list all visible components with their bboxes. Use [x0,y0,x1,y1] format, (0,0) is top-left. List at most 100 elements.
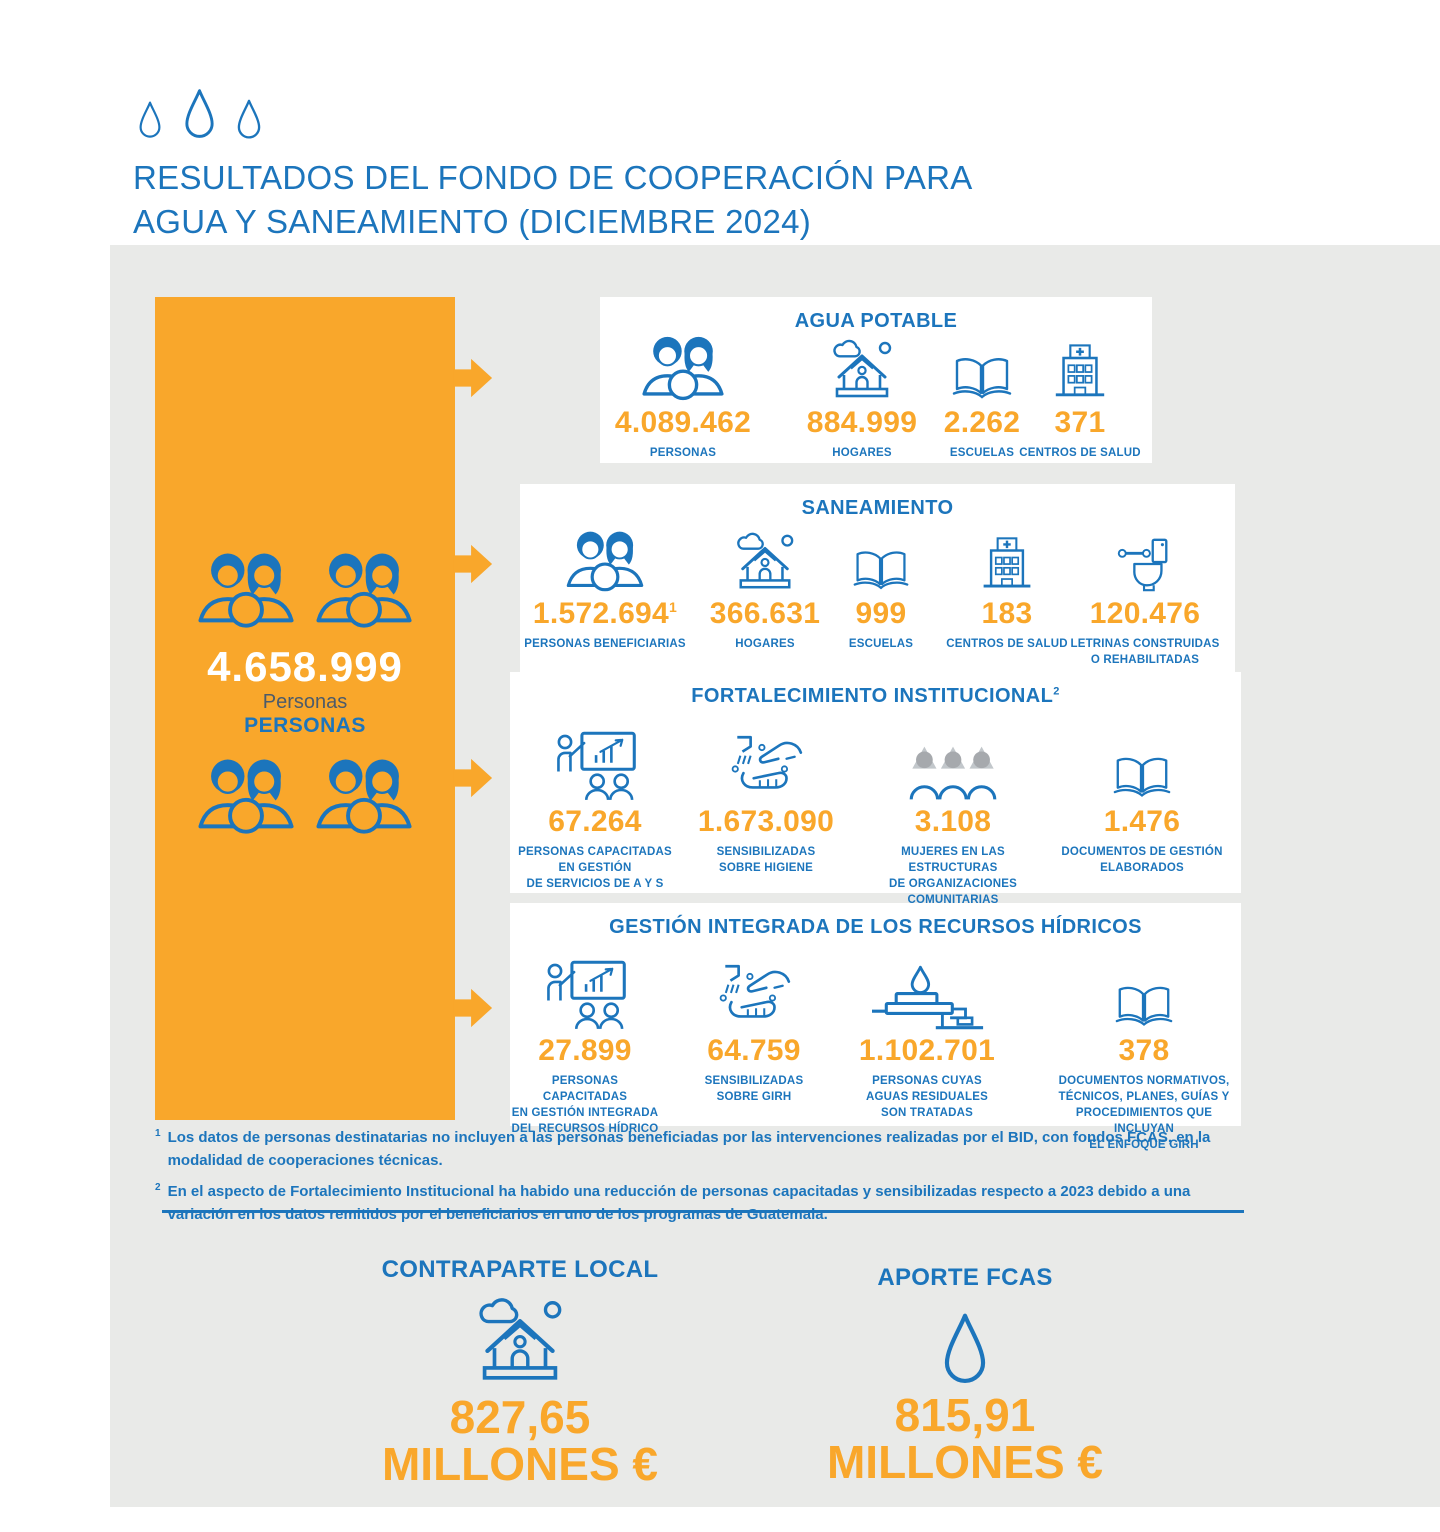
footnote-ref: 2 [1053,685,1060,698]
panel-saneamiento: SANEAMIENTO 1.572.6941 PERSONAS BENEFICI… [520,484,1235,676]
stat-value: 2.262 [943,406,1021,439]
stat-label: PERSONAS CUYAS AGUAS RESIDUALES SON TRAT… [865,1075,989,1120]
stat-value: 120.476 [1089,597,1201,630]
stat-label: SENSIBILIZADAS SOBRE GIRH [704,1075,804,1104]
stat-value: 3.108 [914,805,992,838]
beneficiaries-panel: 4.658.999 Personas PERSONAS [155,297,455,1120]
handwash-icon [679,947,829,1031]
house-icon [690,528,840,594]
footnote-marker: 2 [155,1182,161,1193]
page-title-line2: AGUA Y SANEAMIENTO (DICIEMBRE 2024) [133,202,812,240]
stat-item: 183 CENTROS DE SALUD [932,528,1082,652]
beneficiaries-icons-row-bottom [155,755,455,837]
stat-value: 366.631 [709,597,821,630]
stat-item: 2.262 ESCUELAS [922,337,1042,461]
panel-title: SANEAMIENTO [801,497,954,519]
treatment-plant-icon [837,947,1017,1031]
stat-value: 999 [855,597,907,630]
stat-value: 378 [1118,1034,1170,1067]
stat-label: PERSONAS [649,447,717,459]
family-icon [520,528,690,594]
stat-item: 1.572.6941 PERSONAS BENEFICIARIAS [520,528,690,652]
stat-item: 64.759 SENSIBILIZADAS SOBRE GIRH [679,947,829,1105]
women-group-icon [858,718,1048,802]
stat-label: MUJERES EN LAS ESTRUCTURAS DE ORGANIZACI… [889,846,1017,907]
stat-value: 1.102.701 [858,1034,996,1067]
panel-gestion-integrada: GESTIÓN INTEGRADA DE LOS RECURSOS HÍDRIC… [510,903,1241,1151]
trainer-icon [510,947,660,1031]
house-icon [370,1288,670,1388]
total-persons-sublabel: Personas [262,691,348,713]
family-group-icon [194,549,298,631]
stat-item: 884.999 HOGARES [787,337,937,461]
health-center-icon [1010,337,1150,403]
panel-title: FORTALECIMIENTO INSTITUCIONAL2 [691,685,1060,707]
stat-value: 1.476 [1103,805,1181,838]
stat-value: 67.264 [548,805,642,838]
open-book-icon [1056,718,1228,802]
stat-value: 183 [981,597,1033,630]
funding-title: APORTE FCAS [877,1264,1053,1291]
funding-contraparte-local: CONTRAPARTE LOCAL 827,65 MILLONES € [370,1256,670,1488]
toilet-icon [1056,528,1234,594]
footnotes: 1 Los datos de personas destinatarias no… [155,1127,1255,1235]
water-drop-icon [815,1300,1115,1386]
page-title: RESULTADOS DEL FONDO DE COOPERACIÓN PARA… [133,156,1133,243]
open-book-icon [826,528,936,594]
footnote-marker: 1 [155,1128,161,1139]
footnote-ref: 1 [669,599,678,615]
stat-label: HOGARES [735,638,795,650]
stat-item: 371 CENTROS DE SALUD [1010,337,1150,461]
funding-value: 815,91 [894,1389,1036,1441]
funding-unit: MILLONES € [381,1437,659,1490]
page-title-line1: RESULTADOS DEL FONDO DE COOPERACIÓN PARA [133,159,973,196]
stat-item: 999 ESCUELAS [826,528,936,652]
stat-label: DOCUMENTOS NORMATIVOS, TÉCNICOS, PLANES,… [1058,1075,1230,1152]
stat-label: DOCUMENTOS DE GESTIÓN ELABORADOS [1061,846,1223,875]
stat-value: 371 [1054,406,1106,439]
funding-title: CONTRAPARTE LOCAL [381,1256,659,1283]
stat-label: PERSONAS CAPACITADAS EN GESTIÓN INTEGRAD… [511,1075,659,1136]
stat-label: ESCUELAS [949,447,1015,459]
divider [162,1210,1244,1213]
total-persons-value: 4.658.999 [207,643,403,690]
stat-value: 1.572.6941 [532,597,678,630]
trainer-icon [510,718,680,802]
stat-label: LETRINAS CONSTRUIDAS O REHABILITADAS [1070,638,1220,667]
footnote-2: 2 En el aspecto de Fortalecimiento Insti… [155,1181,1255,1226]
arrow-right-icon [453,543,493,585]
panel-title: GESTIÓN INTEGRADA DE LOS RECURSOS HÍDRIC… [609,916,1142,938]
beneficiaries-icons-row-top [155,549,455,631]
funding-unit: MILLONES € [826,1435,1104,1488]
handwash-icon [681,718,851,802]
stat-value: 1.673.090 [697,805,835,838]
family-group-icon [312,549,416,631]
stat-value: 4.089.462 [614,406,752,439]
stat-item: 27.899 PERSONAS CAPACITADAS EN GESTIÓN I… [510,947,660,1137]
open-book-icon [1049,947,1239,1031]
stat-label: CENTROS DE SALUD [1019,447,1141,459]
stat-item: 3.108 MUJERES EN LAS ESTRUCTURAS DE ORGA… [858,718,1048,908]
total-persons-label: PERSONAS [244,714,366,737]
water-drops-icon [139,89,261,139]
stat-label: HOGARES [832,447,892,459]
footnote-text: En el aspecto de Fortalecimiento Institu… [167,1183,1191,1223]
stat-label: SENSIBILIZADAS SOBRE HIGIENE [716,846,816,875]
stat-item: 1.673.090 SENSIBILIZADAS SOBRE HIGIENE [681,718,851,876]
panel-agua-potable: AGUA POTABLE 4.089.462 PERSONAS 884.999 … [600,297,1152,463]
stat-item: 4.089.462 PERSONAS [608,337,758,461]
stat-label: CENTROS DE SALUD [946,638,1068,650]
family-group-icon [312,755,416,837]
stat-item: 378 DOCUMENTOS NORMATIVOS, TÉCNICOS, PLA… [1049,947,1239,1153]
stat-value: 64.759 [707,1034,801,1067]
footnote-text: Los datos de personas destinatarias no i… [167,1129,1211,1169]
house-icon [787,337,937,403]
stat-item: 1.102.701 PERSONAS CUYAS AGUAS RESIDUALE… [837,947,1017,1121]
stat-item: 1.476 DOCUMENTOS DE GESTIÓN ELABORADOS [1056,718,1228,876]
arrow-right-icon [453,757,493,799]
stat-item: 120.476 LETRINAS CONSTRUIDAS O REHABILIT… [1056,528,1234,668]
family-group-icon [194,755,298,837]
family-icon [608,337,758,403]
stat-label: PERSONAS CAPACITADAS EN GESTIÓN DE SERVI… [518,846,672,891]
